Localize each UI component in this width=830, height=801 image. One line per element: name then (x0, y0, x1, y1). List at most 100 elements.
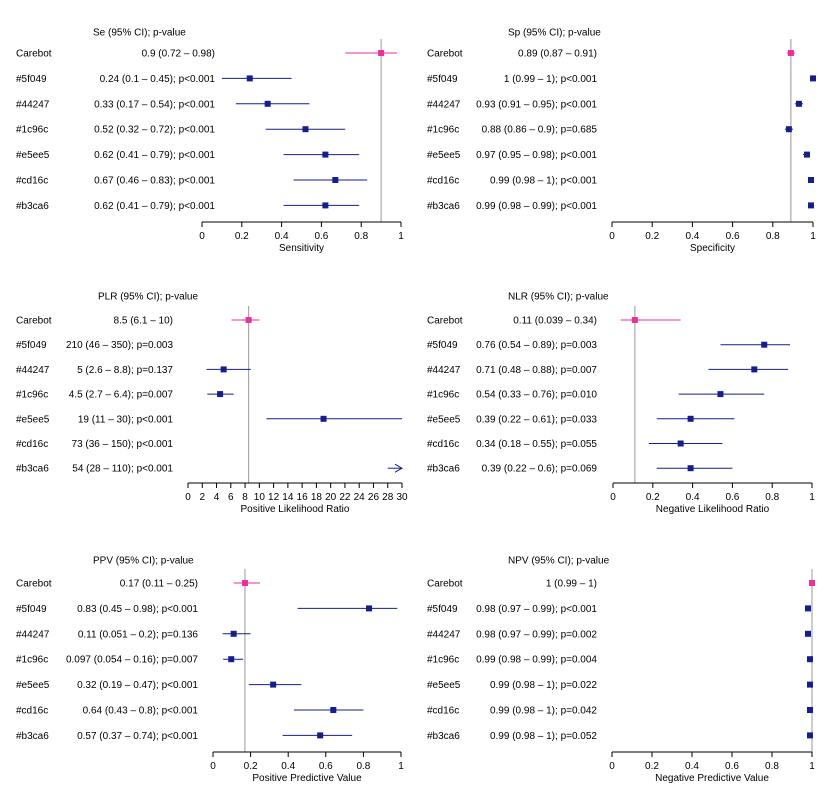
x-tick-label: 1 (810, 231, 816, 242)
row-name: #44247 (427, 629, 461, 640)
x-tick-label: 0.6 (725, 492, 739, 503)
row-estimate-label: 0.9 (0.72 – 0.98) (142, 49, 215, 60)
point-estimate (332, 177, 339, 183)
row-name: #e5ee5 (16, 680, 50, 691)
x-tick-label: 0.2 (645, 761, 659, 772)
panel-header: Sp (95% CI); p-value (508, 28, 601, 39)
x-tick-label: 0.4 (281, 761, 295, 772)
row-estimate-label: 0.76 (0.54 – 0.89); p=0.003 (476, 340, 597, 351)
point-estimate (787, 50, 794, 56)
row-estimate-label: 0.67 (0.46 – 0.83); p<0.001 (94, 176, 215, 187)
row-name: #e5ee5 (16, 150, 50, 161)
x-tick-label: 26 (368, 492, 380, 503)
point-estimate (677, 440, 684, 447)
row-estimate-label: 5 (2.6 – 8.8); p=0.137 (77, 365, 173, 376)
row-name: #cd16c (427, 439, 459, 450)
row-estimate-label: 4.5 (2.7 – 6.4); p=0.007 (69, 390, 174, 401)
point-estimate (803, 151, 810, 158)
point-estimate (217, 391, 224, 398)
x-tick-label: 0.6 (319, 761, 333, 772)
row-name: #44247 (16, 99, 50, 110)
x-tick-label: 0 (210, 761, 216, 772)
x-tick-label: 0.8 (766, 231, 780, 242)
row-estimate-label: 0.57 (0.37 – 0.74); p<0.001 (77, 731, 198, 742)
row-name: #1c96c (16, 390, 48, 401)
row-name: #1c96c (16, 655, 48, 666)
x-tick-label: 0.8 (765, 761, 779, 772)
row-name: #b3ca6 (16, 731, 49, 742)
x-tick-label: 0.4 (686, 492, 700, 503)
row-estimate-label: 0.52 (0.32 – 0.72); p<0.001 (94, 125, 215, 136)
row-name: #44247 (427, 99, 461, 110)
row-estimate-label: 0.17 (0.11 – 0.25) (120, 579, 198, 590)
x-tick-label: 10 (254, 492, 266, 503)
x-tick-label: 22 (339, 492, 351, 503)
x-tick-label: 0.8 (765, 492, 779, 503)
x-tick-label: 1 (398, 231, 404, 242)
x-tick-label: 1 (398, 761, 404, 772)
row-name: Carebot (427, 316, 463, 327)
row-estimate-label: 210 (46 – 350); p=0.003 (66, 340, 173, 351)
row-name: #1c96c (427, 125, 459, 136)
row-name: #5f049 (427, 74, 458, 85)
row-estimate-label: 0.39 (0.22 – 0.61); p=0.033 (476, 414, 597, 425)
row-estimate-label: 0.99 (0.98 – 0.99); p=0.004 (476, 655, 597, 666)
row-estimate-label: 0.98 (0.97 – 0.99); p=0.002 (476, 629, 597, 640)
row-estimate-label: 0.097 (0.054 – 0.16); p=0.007 (66, 655, 198, 666)
row-estimate-label: 0.89 (0.87 – 0.91) (518, 49, 597, 60)
row-estimate-label: 0.11 (0.051 – 0.2); p=0.136 (78, 629, 199, 640)
row-estimate-label: 0.39 (0.22 – 0.6); p=0.069 (482, 464, 598, 475)
row-estimate-label: 0.88 (0.86 – 0.9); p=0.685 (482, 125, 598, 136)
x-tick-label: 0.4 (685, 231, 699, 242)
x-tick-label: 0.6 (726, 231, 740, 242)
row-name: Carebot (427, 49, 463, 60)
x-tick-label: 0 (610, 492, 616, 503)
row-estimate-label: 0.99 (0.98 – 0.99); p<0.001 (476, 201, 597, 212)
row-estimate-label: 0.83 (0.45 – 0.98); p<0.001 (77, 604, 198, 615)
x-tick-label: 1 (809, 492, 815, 503)
x-tick-label: 0.2 (646, 492, 660, 503)
point-estimate (378, 50, 385, 56)
row-name: #1c96c (16, 125, 48, 136)
point-estimate (807, 707, 813, 713)
row-name: #44247 (16, 365, 50, 376)
point-estimate (245, 317, 252, 323)
x-tick-label: 8 (242, 492, 248, 503)
row-estimate-label: 0.99 (0.98 – 1); p=0.052 (490, 731, 597, 742)
point-estimate (241, 580, 248, 586)
forest-panel-0: Se (95% CI); p-value Carebot 0.9 (0.72 – 0… (16, 28, 404, 255)
x-tick-label: 0.2 (645, 231, 659, 242)
x-tick-label: 20 (325, 492, 337, 503)
x-tick-label: 24 (354, 492, 366, 503)
point-estimate (807, 177, 814, 183)
row-name: #5f049 (16, 604, 47, 615)
x-tick-label: 2 (199, 492, 205, 503)
panel-header: PPV (95% CI); p-value (93, 556, 194, 567)
point-estimate (320, 415, 327, 422)
row-name: #cd16c (16, 439, 48, 450)
point-estimate (807, 681, 813, 688)
x-tick-label: 0 (199, 231, 205, 242)
forest-panel-3: NLR (95% CI); p-value Carebot 0.11 (0.039 … (427, 292, 815, 516)
point-estimate (809, 580, 815, 586)
row-estimate-label: 73 (36 – 150); p<0.001 (72, 439, 174, 450)
row-name: #5f049 (16, 74, 47, 85)
x-tick-label: 30 (396, 492, 408, 503)
row-estimate-label: 1 (0.99 – 1); p<0.001 (504, 74, 598, 85)
row-name: #1c96c (427, 655, 459, 666)
row-estimate-label: 0.32 (0.19 – 0.47); p<0.001 (77, 680, 198, 691)
row-estimate-label: 0.99 (0.98 – 1); p=0.042 (490, 706, 597, 717)
x-axis-title: Positive Predictive Value (252, 773, 362, 784)
row-estimate-label: 0.97 (0.95 – 0.98); p<0.001 (476, 150, 597, 161)
row-estimate-label: 0.98 (0.97 – 0.99); p<0.001 (476, 604, 597, 615)
x-tick-label: 0 (185, 492, 191, 503)
x-tick-label: 1 (809, 761, 815, 772)
row-name: #e5ee5 (16, 414, 50, 425)
point-estimate (807, 732, 813, 739)
x-tick-label: 0.6 (314, 231, 328, 242)
point-estimate (687, 415, 694, 422)
x-tick-label: 0.4 (685, 761, 699, 772)
point-estimate (810, 75, 816, 82)
row-name: #b3ca6 (16, 201, 49, 212)
x-tick-label: 16 (297, 492, 309, 503)
